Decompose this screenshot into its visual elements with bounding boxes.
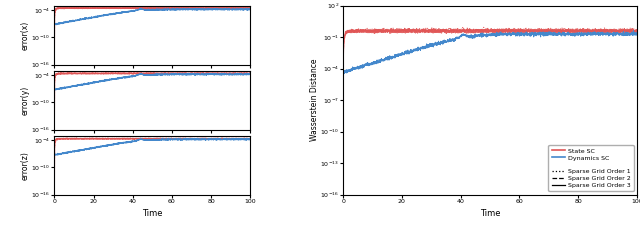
X-axis label: Time: Time [480, 209, 500, 218]
Y-axis label: error(y): error(y) [21, 86, 30, 115]
Legend: State SC, Dynamics SC, , Sparse Grid Order 1, Sparse Grid Order 2, Sparse Grid O: State SC, Dynamics SC, , Sparse Grid Ord… [548, 145, 634, 191]
X-axis label: Time: Time [142, 209, 163, 218]
Y-axis label: Wasserstein Distance: Wasserstein Distance [310, 59, 319, 141]
Y-axis label: error(x): error(x) [21, 20, 30, 50]
Y-axis label: error(z): error(z) [21, 151, 30, 180]
